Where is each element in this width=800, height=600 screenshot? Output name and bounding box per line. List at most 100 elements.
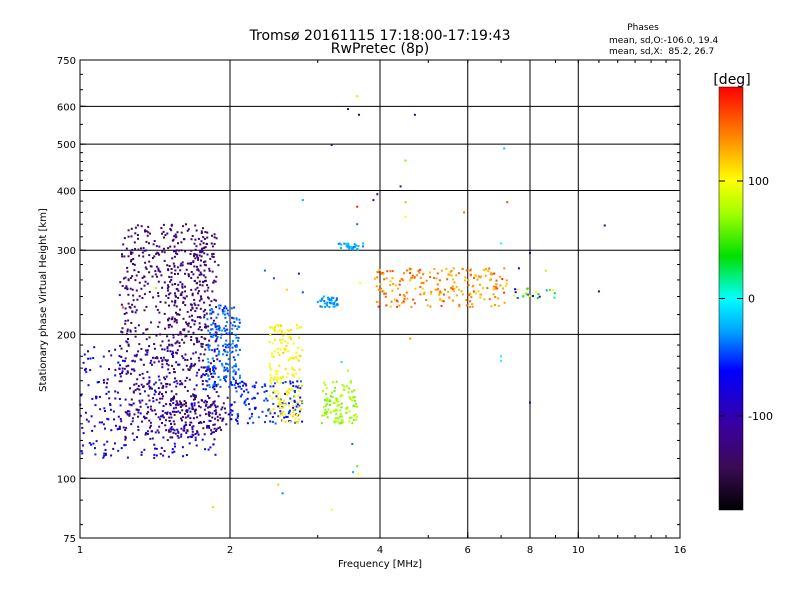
data-point	[335, 380, 338, 383]
data-point	[147, 225, 150, 228]
data-point	[450, 270, 453, 272]
data-point	[149, 405, 152, 408]
data-point	[348, 420, 351, 423]
x-axis-label: Frequency [MHz]	[338, 559, 422, 570]
data-point	[340, 394, 343, 396]
data-point	[161, 348, 164, 351]
data-point	[243, 402, 246, 405]
data-point	[356, 95, 359, 98]
data-point	[154, 381, 157, 384]
data-point	[226, 368, 229, 371]
data-point	[413, 302, 416, 305]
data-point	[486, 287, 489, 290]
data-point	[356, 248, 359, 251]
data-point	[221, 310, 224, 313]
data-point	[394, 284, 397, 287]
data-point	[470, 274, 472, 277]
data-point	[325, 387, 328, 390]
data-point	[353, 243, 356, 246]
data-point	[322, 414, 325, 417]
data-point	[453, 287, 456, 290]
data-point	[145, 328, 148, 331]
data-point	[298, 390, 301, 393]
data-point	[479, 276, 482, 279]
data-point	[452, 289, 455, 292]
data-point	[544, 269, 547, 272]
data-point	[296, 403, 299, 406]
data-point	[166, 264, 169, 267]
data-point	[131, 420, 134, 423]
data-point	[183, 238, 186, 241]
data-point	[178, 313, 181, 316]
data-point	[200, 230, 203, 233]
data-point	[256, 392, 259, 395]
data-point	[345, 385, 348, 388]
data-point	[171, 283, 174, 286]
data-point	[169, 245, 172, 248]
data-point	[129, 330, 132, 333]
data-point	[603, 224, 606, 227]
data-point	[426, 304, 429, 307]
data-point	[325, 403, 328, 406]
data-point	[81, 452, 84, 455]
data-point	[353, 399, 356, 402]
data-point	[288, 402, 290, 405]
data-point	[177, 430, 180, 433]
data-point	[287, 359, 290, 362]
data-point	[162, 356, 165, 359]
data-point	[137, 425, 140, 428]
data-point	[127, 278, 130, 281]
data-point	[120, 347, 123, 350]
data-point	[180, 231, 183, 234]
data-point	[158, 253, 161, 256]
data-point	[175, 249, 178, 252]
data-point	[471, 303, 474, 306]
data-point	[205, 403, 208, 406]
data-point	[190, 362, 193, 365]
data-point	[264, 384, 267, 387]
data-point	[276, 390, 279, 393]
data-point	[188, 378, 191, 381]
data-point	[136, 378, 139, 381]
data-point	[206, 236, 209, 239]
data-point	[217, 313, 220, 316]
data-point	[428, 271, 431, 274]
data-point	[161, 414, 164, 417]
data-point	[452, 267, 455, 270]
data-point	[91, 429, 94, 432]
data-point	[299, 355, 302, 357]
data-point	[189, 366, 192, 369]
data-point	[204, 264, 207, 267]
data-point	[289, 382, 292, 385]
data-point	[92, 442, 95, 445]
data-point	[143, 448, 146, 451]
data-point	[287, 341, 290, 344]
data-point	[124, 429, 127, 431]
data-point	[165, 362, 168, 365]
data-point	[194, 436, 197, 439]
data-point	[189, 253, 192, 255]
data-point	[181, 383, 184, 386]
colorbar-tick-label: -100	[748, 410, 773, 423]
data-point	[131, 275, 134, 278]
data-point	[119, 372, 122, 375]
data-point	[353, 396, 356, 399]
data-point	[271, 397, 274, 400]
data-point	[281, 419, 284, 422]
data-point	[467, 294, 470, 296]
data-point	[272, 385, 275, 388]
data-point	[195, 384, 198, 387]
data-point	[200, 240, 203, 243]
data-point	[211, 386, 214, 389]
data-point	[181, 285, 184, 288]
data-point	[210, 300, 213, 303]
data-point	[174, 294, 177, 297]
data-point	[126, 328, 129, 331]
data-point	[175, 411, 178, 413]
data-point	[500, 355, 503, 358]
data-point	[138, 399, 141, 402]
y-tick-label: 75	[63, 534, 76, 545]
data-point	[204, 231, 207, 233]
data-point	[404, 216, 407, 218]
data-point	[296, 386, 299, 389]
